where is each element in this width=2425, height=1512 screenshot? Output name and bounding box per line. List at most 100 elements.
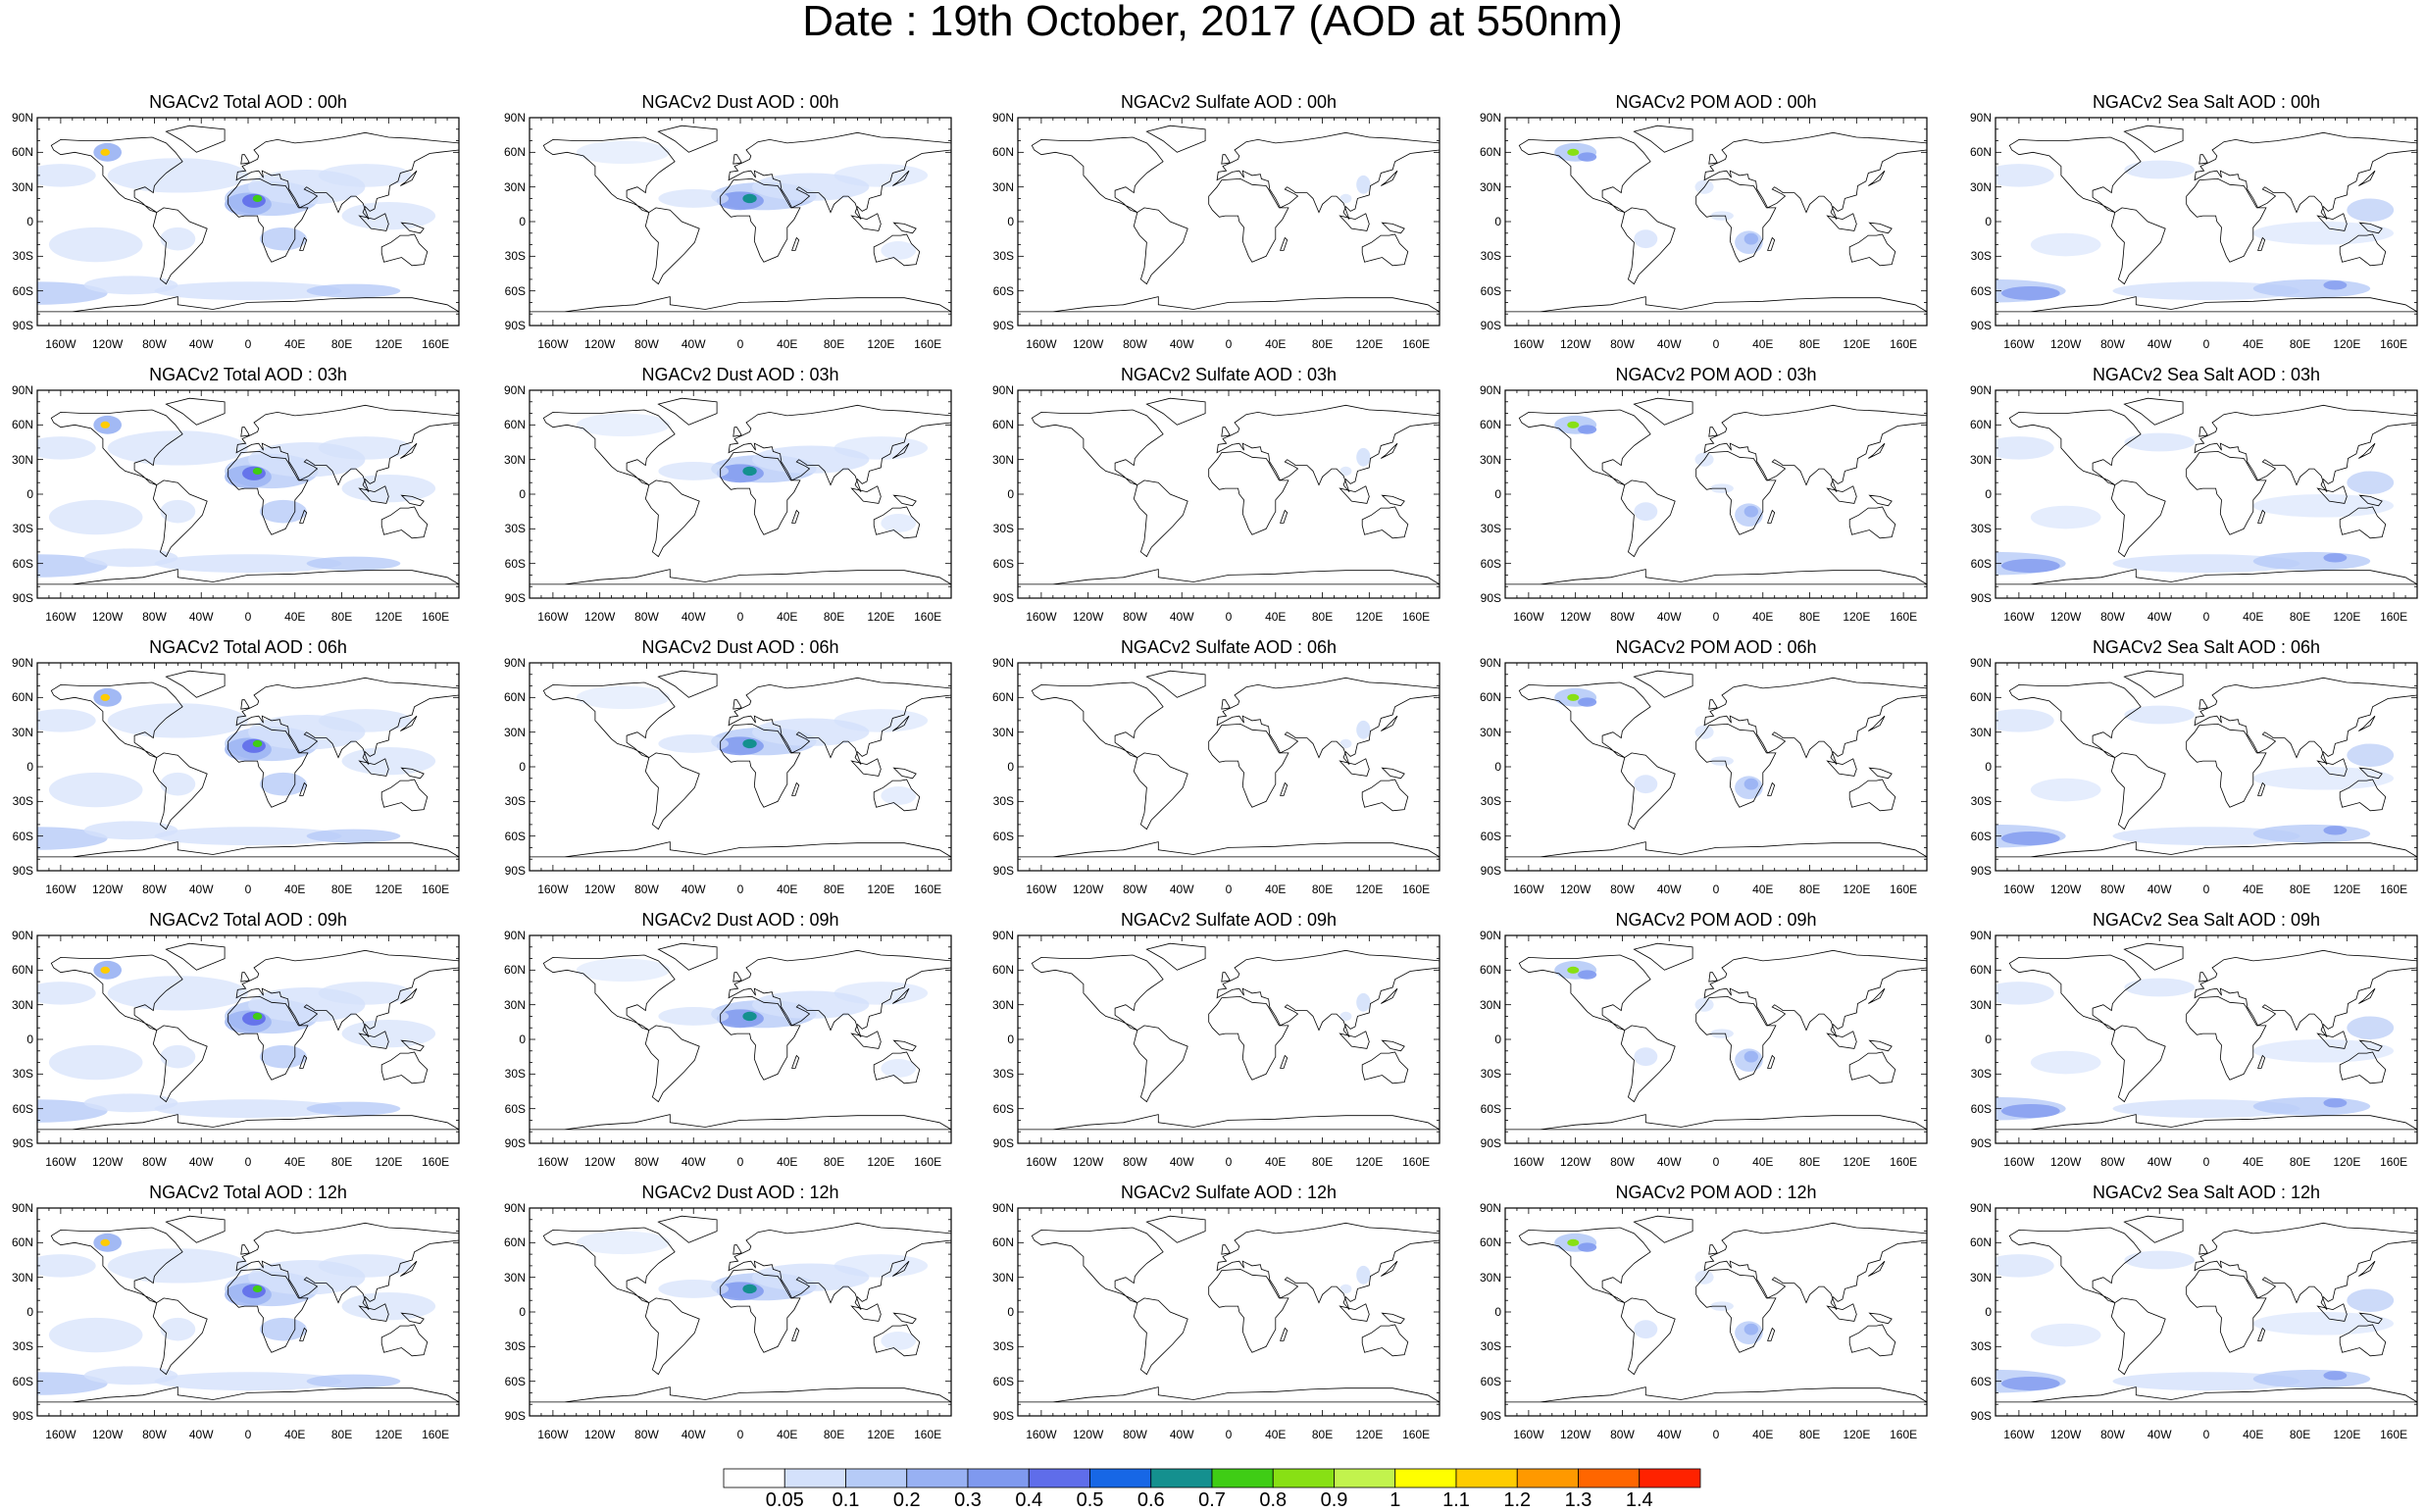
lon-label: 0 [1712,610,1720,624]
lat-label: 60S [992,829,1014,843]
lon-label: 120W [2049,610,2082,624]
coastline [2198,154,2208,165]
lat-label: 90S [992,591,1014,605]
aod-plume [341,1019,436,1048]
coastline [1339,485,1370,504]
lon-label: 160W [1026,1155,1057,1169]
panel-title: NGACv2 Sulfate AOD : 06h [1120,637,1338,657]
lat-label: 60S [992,556,1014,571]
coastline [720,1268,801,1353]
lat-label: 0 [1985,487,1992,501]
lon-label: 40W [188,610,214,624]
panel-title: NGACv2 Total AOD : 06h [149,637,347,657]
lat-label: 60N [1479,963,1501,978]
coastline [1633,942,1693,971]
coastline [1826,485,1857,504]
aod-plume [107,976,249,1011]
lon-label: 40W [1656,1155,1682,1169]
panel-title: NGACv2 Sea Salt AOD : 12h [2092,1183,2321,1202]
aod-plume [658,189,730,208]
lat-label: 60S [12,556,33,571]
coastline [1280,1054,1288,1069]
coastline [644,479,700,558]
coastline [380,1324,429,1357]
coastline [2186,1268,2267,1353]
lat-label: 0 [519,1033,526,1046]
lon-label: 80W [634,882,659,896]
lat-label: 30N [1479,179,1501,194]
coastline [1996,1386,2417,1403]
coastline [152,207,208,285]
coastline [1996,296,2417,313]
coastline [530,1114,951,1131]
lon-label: 160W [537,337,569,351]
aod-plume [318,1254,413,1278]
coastline [50,681,183,758]
lat-label: 90S [1970,1136,1992,1150]
lat-label: 90S [12,591,33,605]
lon-label: 80E [330,1428,353,1441]
lat-label: 0 [1985,1305,1992,1319]
aod-plume [83,1366,178,1386]
panel-title: NGACv2 Dust AOD : 00h [641,92,839,112]
coastline [644,1297,700,1376]
aod-plume [100,421,111,428]
lon-label: 160W [45,1155,76,1169]
lon-label: 40W [1169,1428,1194,1441]
lon-label: 40E [777,1155,798,1169]
lon-label: 120W [1072,1428,1104,1441]
lat-label: 90N [991,929,1014,942]
lon-label: 40E [1265,1155,1287,1169]
lat-label: 60N [503,1235,526,1250]
aod-plume [306,1374,401,1388]
coastline [37,296,459,313]
lon-label: 80E [823,882,845,896]
lat-label: 60N [11,418,33,432]
lon-label: 40W [1169,610,1194,624]
colorbar-swatch [1394,1468,1457,1488]
lon-label: 160E [1890,337,1918,351]
coastline [850,485,882,504]
lon-label: 120E [1355,337,1384,351]
lat-label: 60N [1969,963,1992,978]
lon-label: 120W [91,1155,124,1169]
lat-label: 0 [1007,1305,1014,1319]
coastline [530,296,951,313]
lat-label: 0 [1494,760,1501,774]
panel-title: NGACv2 Dust AOD : 03h [641,365,839,384]
lat-label: 90S [504,1136,526,1150]
coastline [2186,723,2267,808]
lat-label: 30N [503,997,526,1012]
aod-plume [2112,281,2300,301]
colorbar-swatch [723,1468,785,1488]
aod-plume [2000,831,2060,846]
lon-label: 120E [2333,1428,2361,1441]
lat-label: 90S [1480,591,1501,605]
lat-label: 90S [992,864,1014,878]
lat-label: 60N [1969,145,1992,160]
lon-label: 80E [1311,610,1334,624]
lon-label: 40W [1169,1155,1194,1169]
lon-label: 160W [1513,882,1544,896]
coastline [1518,409,1651,485]
lat-label: 90N [11,111,33,125]
coastline [1620,1025,1676,1103]
coastline [1145,942,1206,971]
coastline [1695,177,1777,263]
lon-label: 160E [914,1428,942,1441]
coastline [542,136,676,213]
aod-plume [576,958,671,983]
coastline [1633,670,1693,698]
aod-plume [318,436,413,460]
aod-plume [1743,1050,1759,1063]
colorbar-label: 1.4 [1625,1489,1653,1511]
panel-title: NGACv2 Sulfate AOD : 09h [1120,910,1338,930]
coastline [850,758,882,777]
lat-label: 90N [1479,656,1501,670]
lon-label: 80W [634,1155,659,1169]
coastline [2358,987,2376,1004]
coastline [892,1312,917,1325]
coastline [791,1054,800,1069]
coastline [1216,1222,1440,1310]
colorbar-swatch [1455,1468,1518,1488]
